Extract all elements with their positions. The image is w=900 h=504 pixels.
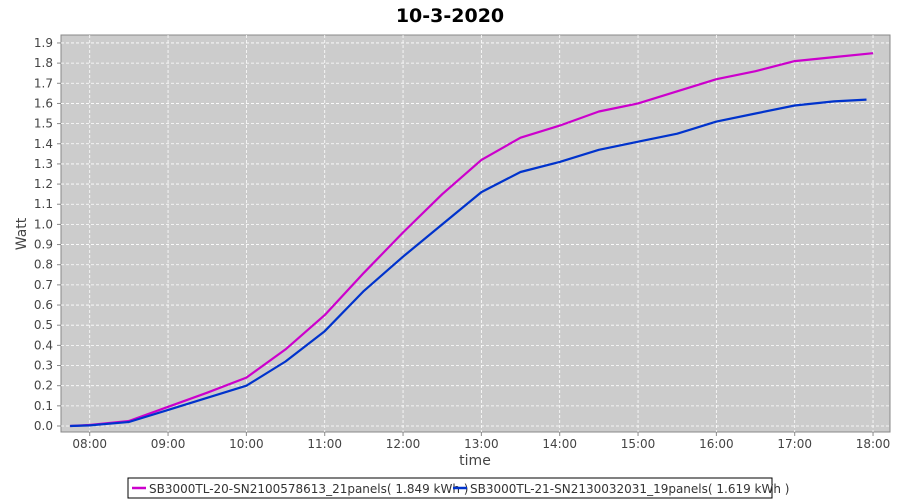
x-tick-label: 09:00 [151, 437, 186, 451]
x-axis-label: time [459, 453, 491, 469]
y-tick-label: 1.4 [34, 137, 53, 151]
y-tick-label: 0.8 [34, 258, 53, 272]
chart-title: 10-3-2020 [396, 5, 504, 27]
y-tick-label: 0.9 [34, 238, 53, 252]
y-tick-label: 0.2 [34, 379, 53, 393]
x-tick-label: 16:00 [699, 437, 734, 451]
y-tick-label: 0.0 [34, 419, 53, 433]
grid [61, 35, 890, 432]
y-tick-label: 0.4 [34, 338, 53, 352]
legend-entry-1: SB3000TL-21-SN2130032031_19panels( 1.619… [470, 482, 789, 496]
y-tick-label: 0.7 [34, 278, 53, 292]
x-tick-label: 18:00 [856, 437, 891, 451]
y-tick-label: 1.8 [34, 56, 53, 70]
y-tick-label: 0.6 [34, 298, 53, 312]
series-line-0 [70, 52, 874, 428]
x-tick-label: 17:00 [777, 437, 812, 451]
x-tick-label: 11:00 [307, 437, 342, 451]
y-tick-label: 1.0 [34, 217, 53, 231]
y-tick-label: 0.3 [34, 359, 53, 373]
y-tick-label: 0.5 [34, 318, 53, 332]
y-tick-label: 1.3 [34, 157, 53, 171]
x-tick-label: 12:00 [386, 437, 421, 451]
x-tick-label: 10:00 [229, 437, 264, 451]
x-axis: 08:00 09:00 10:00 11:00 12:00 13:00 14:00 15:00… [72, 432, 890, 451]
x-tick-label: 14:00 [542, 437, 577, 451]
y-tick-label: 1.1 [34, 197, 53, 211]
x-tick-label: 08:00 [72, 437, 107, 451]
legend-entry-0: SB3000TL-20-SN2100578613_21panels( 1.849… [149, 482, 468, 496]
y-tick-label: 1.6 [34, 96, 53, 110]
series-lines [70, 52, 874, 428]
y-tick-label: 1.7 [34, 76, 53, 90]
y-tick-label: 1.5 [34, 117, 53, 131]
plot-area [60, 34, 891, 433]
y-axis-label: Watt [14, 217, 30, 250]
legend: SB3000TL-20-SN2100578613_21panels( 1.849… [127, 477, 789, 499]
y-axis: 0.0 0.1 0.2 0.3 0.4 0.5 0.6 0.7 0.8 0.9 1.0 1.1 1.2 1… [34, 36, 61, 433]
series-line-1 [70, 98, 867, 428]
y-tick-label: 1.2 [34, 177, 53, 191]
x-tick-label: 13:00 [464, 437, 499, 451]
y-tick-label: 1.9 [34, 36, 53, 50]
y-tick-label: 0.1 [34, 399, 53, 413]
x-tick-label: 15:00 [621, 437, 656, 451]
